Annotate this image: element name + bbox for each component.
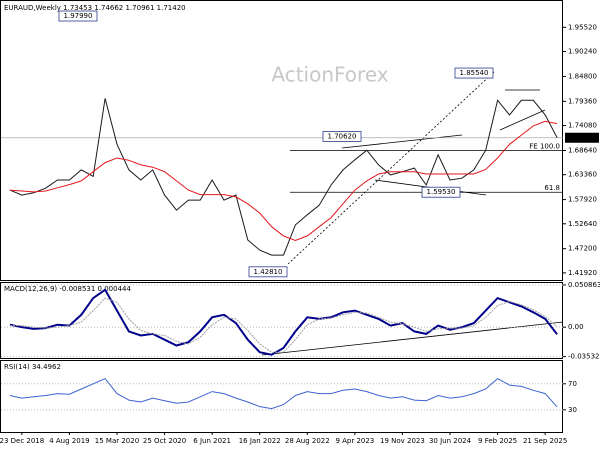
annotation: 1.97990 — [64, 12, 93, 20]
x-tick-label: 30 Jun 2024 — [429, 437, 472, 445]
trend-line — [287, 71, 495, 265]
y-tick-label: 1.52640 — [568, 220, 597, 228]
y-tick-label: 30 — [568, 406, 577, 414]
x-tick-label: 9 Apr 2023 — [335, 437, 374, 445]
series-line — [9, 288, 558, 356]
macd-trend-line — [261, 321, 564, 356]
annotation-box — [322, 131, 362, 142]
y-tick-label: 1.41920 — [568, 269, 597, 277]
x-tick-label: 6 Jun 2021 — [193, 437, 231, 445]
y-tick-label: 0.00 — [568, 323, 584, 331]
x-tick-label: 23 Dec 2018 — [0, 437, 44, 445]
x-tick-label: 25 Oct 2020 — [143, 437, 186, 445]
macd-panel — [0, 282, 563, 359]
annotation: 1.59530 — [427, 188, 456, 196]
annotation: 1.70620 — [328, 132, 357, 140]
series-line — [9, 120, 558, 242]
chart-title: EURAUD,Weekly 1.73453 1.74662 1.70961 1.… — [4, 4, 186, 12]
y-tick-label: 1.63360 — [568, 171, 597, 179]
annotation-box — [248, 266, 288, 278]
current-price-box — [565, 132, 599, 143]
x-tick-label: 28 Aug 2022 — [285, 437, 330, 445]
annotation: 1.42810 — [254, 268, 283, 276]
x-tick-label: 21 Sep 2025 — [523, 437, 567, 445]
y-tick-label: 0.050863 — [568, 281, 600, 289]
annotation-box — [58, 10, 98, 22]
series-line — [9, 377, 558, 410]
annotation-box — [421, 186, 461, 198]
x-tick-label: 9 Feb 2025 — [478, 437, 517, 445]
y-tick-label: 1.79360 — [568, 97, 597, 105]
price-panel — [0, 0, 563, 281]
trend-line — [341, 134, 463, 149]
y-tick-label: -0.035322 — [568, 353, 600, 361]
y-tick-label: 70 — [568, 380, 577, 388]
x-tick-label: 15 Mar 2020 — [95, 437, 139, 445]
y-tick-label: 1.47200 — [568, 245, 597, 253]
y-tick-label: 1.95520 — [568, 23, 597, 31]
fib-level-label: 61.8 — [544, 184, 560, 192]
x-tick-label: 16 Jan 2022 — [239, 437, 281, 445]
current-price-label: 1.71420 — [568, 134, 597, 142]
trend-line — [499, 109, 546, 131]
fib-level-label: FE 100.0 — [529, 142, 560, 150]
series-line — [9, 98, 558, 256]
macd-title: MACD(12,26,9) -0.008531 0.000444 — [4, 285, 131, 293]
y-tick-label: 1.57920 — [568, 196, 597, 204]
annotation-box — [454, 67, 494, 79]
y-tick-label: 1.90240 — [568, 48, 597, 56]
y-tick-label: 1.84800 — [568, 72, 597, 80]
y-tick-label: 1.68640 — [568, 146, 597, 154]
y-tick-label: 1.74080 — [568, 122, 597, 130]
watermark: ActionForex — [271, 63, 388, 87]
series-line — [9, 297, 558, 353]
rsi-title: RSI(14) 34.4962 — [4, 363, 61, 371]
x-tick-label: 19 Nov 2023 — [380, 437, 425, 445]
rsi-panel — [0, 360, 563, 433]
x-tick-label: 4 Aug 2019 — [49, 437, 89, 445]
annotation: 1.85540 — [460, 69, 489, 77]
